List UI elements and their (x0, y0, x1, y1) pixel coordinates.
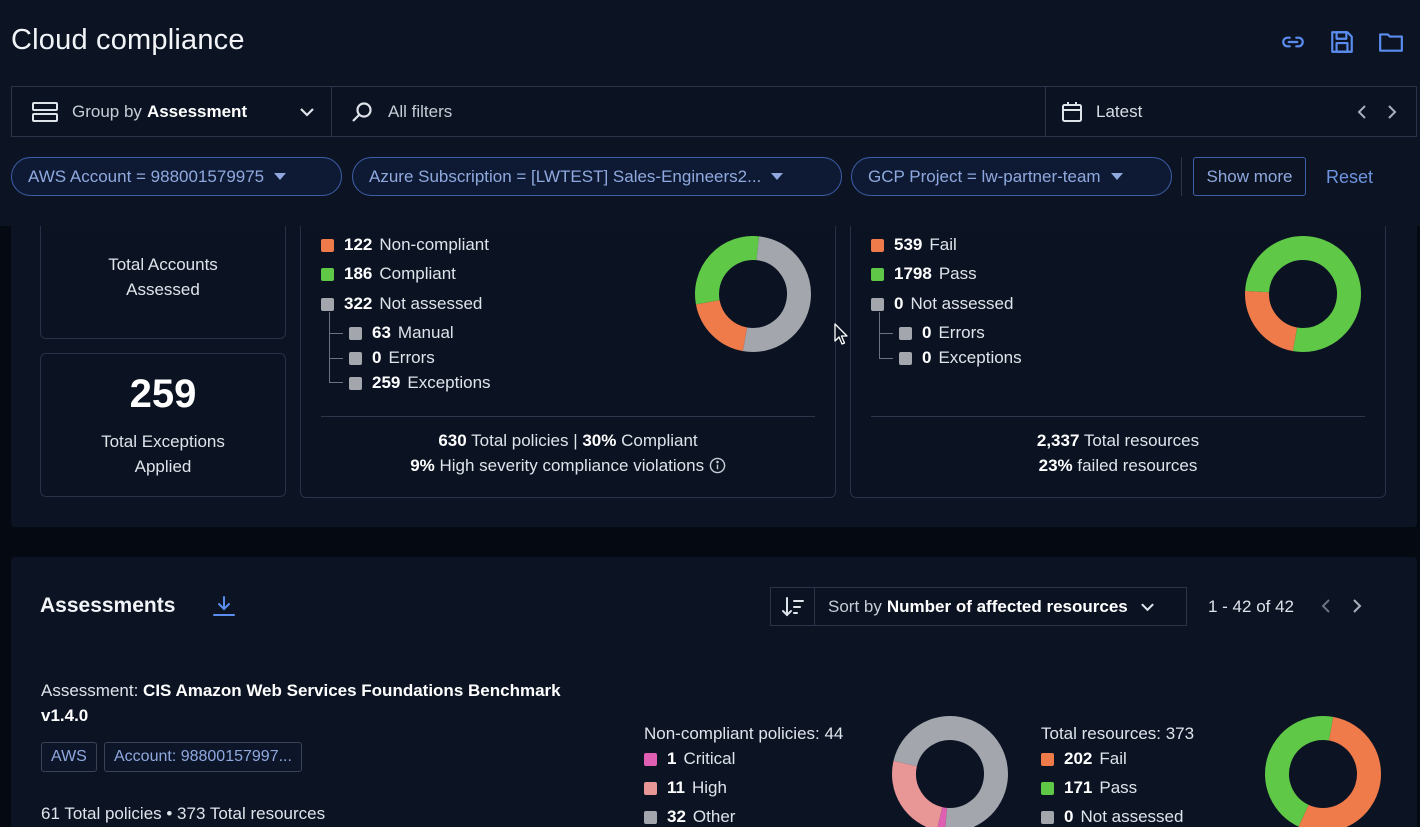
chevron-down-icon (1140, 602, 1155, 612)
assessment-meta: 61 Total policies • 373 Total resources (41, 804, 326, 823)
sort-control[interactable]: Sort by Number of affected resources (770, 587, 1187, 626)
exceptions-value: 259 (129, 372, 197, 416)
page-prev-icon[interactable] (1320, 598, 1332, 619)
filter-chip-gcp-project[interactable]: GCP Project = lw-partner-team (851, 157, 1172, 196)
legend-not-assessed: 0 Not assessed (1041, 806, 1183, 827)
filter-chip-aws-account[interactable]: AWS Account = 988001579975 (11, 157, 342, 196)
filters-placeholder: All filters (388, 101, 453, 121)
date-value: Latest (1096, 101, 1143, 121)
legend-title: Non-compliant policies: 44 (644, 724, 844, 743)
legend-critical: 1 Critical (644, 748, 735, 770)
page-header: Cloud compliance Group by Assessment (0, 0, 1420, 226)
legend-compliant: 186 Compliant (321, 263, 456, 285)
group-by-select[interactable]: Group by Assessment (12, 87, 332, 136)
legend-errors: 0 Errors (899, 322, 985, 344)
legend-other: 32 Other (644, 806, 735, 827)
donut-segment-fail (1298, 716, 1381, 827)
assessment-name[interactable]: Assessment: CIS Amazon Web Services Foun… (41, 681, 561, 725)
legend-fail: 539 Fail (871, 234, 957, 256)
mouse-cursor-icon (834, 323, 848, 345)
group-by-value: Assessment (146, 101, 248, 121)
filter-chip-label: Azure Subscription = [LWTEST] Sales-Engi… (369, 166, 762, 186)
filter-chip-label: GCP Project = lw-partner-team (868, 166, 1101, 186)
donut-segment-fail (1245, 290, 1298, 352)
resources-summary: 2,337 Total resources 23% failed resourc… (1036, 431, 1200, 475)
sort-value: Number of affected resources (886, 596, 1128, 616)
legend-noncompliant: 122 Non-compliant (321, 234, 489, 256)
legend-exceptions: 0 Exceptions (899, 347, 1022, 369)
info-icon[interactable] (709, 456, 726, 481)
legend-pass: 1798 Pass (871, 263, 977, 285)
group-by-prefix: Group by (72, 101, 142, 121)
tag-provider[interactable]: AWS (41, 742, 97, 772)
reset-link[interactable]: Reset (1326, 167, 1374, 187)
assessment-policies-donut (892, 716, 1008, 827)
sort-direction-icon[interactable] (771, 588, 815, 625)
filter-toolbar: Group by Assessment All filters Latest (11, 86, 1417, 137)
divider (1181, 157, 1182, 196)
caret-down-icon (1110, 173, 1123, 180)
donut-segment-not-assessed (742, 236, 811, 352)
date-select[interactable]: Latest (1046, 87, 1416, 136)
search-icon (350, 100, 374, 124)
legend-fail: 202 Fail (1041, 748, 1127, 770)
pagination-label: 1 - 42 of 42 (1208, 597, 1295, 616)
assessments-title: Assessments (40, 594, 176, 617)
calendar-icon (1060, 100, 1084, 124)
legend-title: Total resources: 373 (1041, 724, 1195, 743)
sort-select[interactable]: Sort by Number of affected resources (815, 588, 1155, 625)
assessment-resources-donut (1265, 716, 1381, 827)
legend-not-assessed: 0 Not assessed (871, 293, 1013, 315)
filter-chip-azure-subscription[interactable]: Azure Subscription = [LWTEST] Sales-Engi… (352, 157, 842, 196)
legend-high: 11 High (644, 777, 727, 799)
link-icon[interactable] (1278, 27, 1308, 57)
exceptions-label-1: Total Exceptions (101, 432, 225, 451)
group-icon (32, 101, 58, 123)
tag-account[interactable]: Account: 98800157997... (104, 742, 302, 772)
policies-donut-chart (695, 236, 811, 352)
save-icon[interactable] (1327, 27, 1357, 57)
page-title: Cloud compliance (11, 24, 245, 56)
legend-manual: 63 Manual (349, 322, 454, 344)
divider (871, 416, 1365, 417)
donut-segment-other (893, 716, 1008, 827)
legend-exceptions: 259 Exceptions (349, 372, 491, 394)
donut-segment-compliant (695, 236, 760, 305)
donut-segment-critical (937, 807, 948, 827)
legend-not-assessed: 322 Not assessed (321, 293, 482, 315)
date-prev-icon[interactable] (1356, 104, 1368, 120)
filters-search[interactable]: All filters (332, 87, 1046, 136)
download-icon[interactable] (212, 594, 236, 623)
caret-down-icon (771, 173, 784, 180)
legend-errors: 0 Errors (349, 347, 435, 369)
donut-segment-high (892, 760, 943, 827)
show-more-button[interactable]: Show more (1193, 157, 1306, 196)
caret-down-icon (274, 173, 287, 180)
exceptions-card: 259 Total Exceptions Applied (40, 353, 286, 497)
donut-segment-pass (1265, 716, 1334, 827)
donut-segment-pass (1245, 236, 1361, 352)
sort-prefix: Sort by (828, 596, 882, 616)
exceptions-label-2: Applied (134, 457, 192, 476)
divider (321, 416, 815, 417)
date-next-icon[interactable] (1386, 104, 1398, 120)
donut-segment-non-compliant (695, 299, 748, 352)
chevron-down-icon (299, 107, 315, 117)
accounts-label-1: Total Accounts (108, 255, 218, 274)
resources-donut-chart (1245, 236, 1361, 352)
policies-summary: 630 Total policies | 30% Compliant 9% Hi… (300, 428, 836, 481)
legend-pass: 171 Pass (1041, 777, 1137, 799)
filter-chip-label: AWS Account = 988001579975 (28, 166, 265, 186)
page-next-icon[interactable] (1351, 598, 1363, 619)
accounts-label-2: Assessed (126, 280, 200, 299)
folder-icon[interactable] (1376, 27, 1406, 57)
